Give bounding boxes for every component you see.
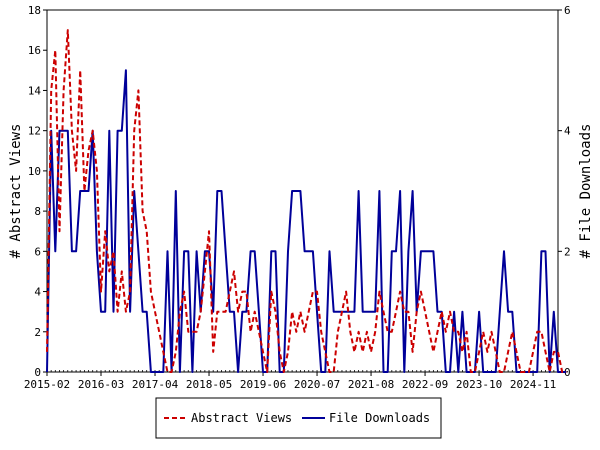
y-tick-label: 8 [34,205,41,218]
y2-axis-ticks: 0 2 4 6 [558,4,571,379]
x-tick-label: 2021-08 [348,378,394,391]
y-tick-label: 4 [34,286,41,299]
y-tick-label: 6 [34,245,41,258]
x-tick-label: 2023-10 [456,378,502,391]
y-axis-title: # Abstract Views [8,124,24,259]
series-line-file-downloads [46,69,567,373]
plot-area [46,9,559,373]
y-tick-label: 16 [28,44,41,57]
y2-axis-title: # File Downloads [578,124,594,259]
y-tick-label: 0 [34,366,41,379]
x-tick-label: 2016-03 [78,378,124,391]
y-tick-label: 18 [28,4,41,17]
y2-tick-label: 6 [564,4,571,17]
y-tick-label: 12 [28,125,41,138]
y2-tick-label: 0 [564,366,571,379]
y-tick-label: 14 [28,84,42,97]
x-tick-label: 2019-06 [240,378,286,391]
x-tick-label: 2020-07 [294,378,340,391]
legend-box [155,397,442,439]
y-tick-label: 10 [28,165,41,178]
x-tick-label: 2022-09 [402,378,448,391]
y-tick-label: 2 [34,326,41,339]
legend-label-file-downloads: File Downloads [329,411,430,425]
y2-tick-label: 4 [564,125,571,138]
x-tick-label: 2015-02 [24,378,70,391]
y2-tick-label: 2 [564,245,571,258]
y-axis-ticks: 0 2 4 6 8 10 12 14 16 18 [28,4,47,379]
legend-label-abstract-views: Abstract Views [191,411,292,425]
x-tick-label: 2024-11 [510,378,556,391]
legend: Abstract Views File Downloads [155,397,442,439]
x-tick-label: 2018-05 [186,378,232,391]
x-axis-ticks: 2015-02 2016-03 2017-04 2018-05 2019-06 2020-… [24,370,559,391]
x-tick-label: 2017-04 [132,378,179,391]
series-lines [46,29,567,373]
